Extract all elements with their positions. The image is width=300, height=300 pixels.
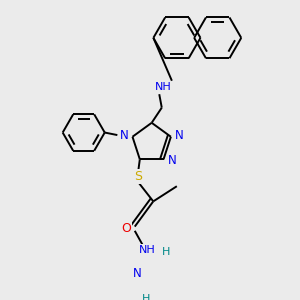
Text: N: N (133, 267, 142, 280)
Text: N: N (175, 129, 184, 142)
Text: O: O (122, 222, 131, 235)
Text: NH: NH (139, 245, 156, 255)
Text: N: N (120, 129, 128, 142)
Text: H: H (142, 294, 150, 300)
Text: NH: NH (155, 82, 172, 92)
Text: N: N (168, 154, 176, 167)
Text: H: H (162, 247, 170, 257)
Text: S: S (134, 169, 142, 183)
